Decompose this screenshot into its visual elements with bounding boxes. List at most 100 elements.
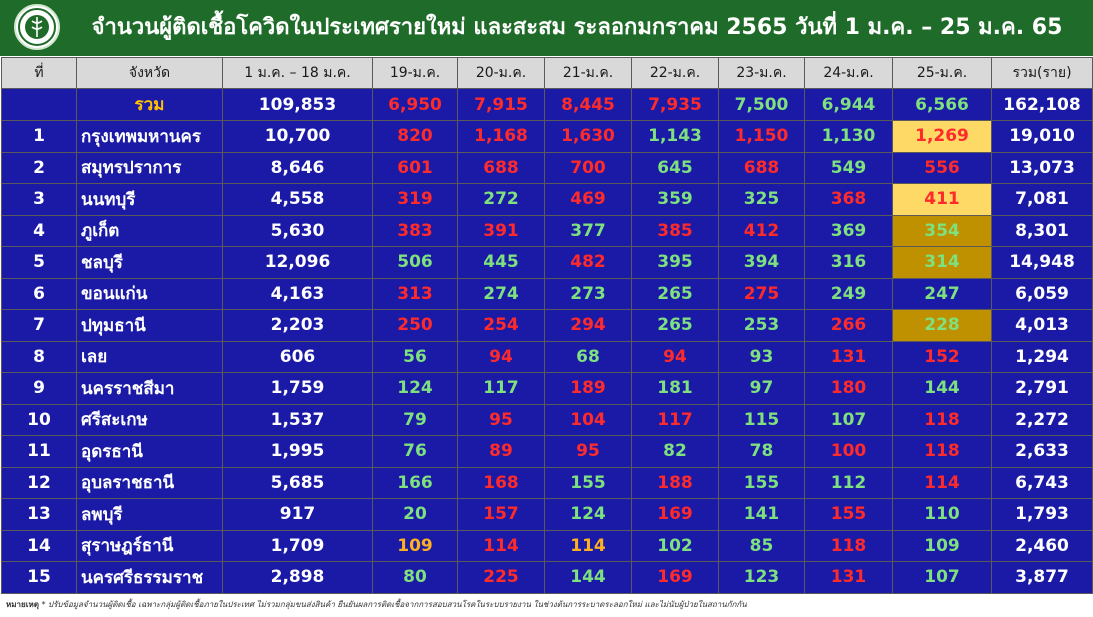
case-count-cell: 469: [544, 183, 632, 216]
case-count-cell: 394: [718, 246, 805, 279]
case-count-cell: 107: [892, 561, 992, 594]
case-count-cell: 354: [892, 214, 992, 247]
case-count-cell: 188: [631, 466, 719, 499]
case-count-cell: 85: [718, 529, 805, 562]
case-count-cell: 4,558: [222, 183, 373, 216]
row-total-cell: 8,301: [991, 214, 1093, 247]
case-count-cell: 10,700: [222, 120, 373, 153]
total-value-cell: 6,566: [892, 88, 992, 121]
row-number-cell: 4: [1, 214, 77, 247]
row-number-cell: 5: [1, 246, 77, 279]
case-count-cell: 102: [631, 529, 719, 562]
row-total-cell: 2,633: [991, 435, 1093, 468]
case-count-cell: 114: [544, 529, 632, 562]
table-row: 15 นครศรีธรรมราช 2,898 80 225 144 169 123 131 107…: [1, 561, 1093, 594]
row-number-cell: 1: [1, 120, 77, 153]
header-row: ที่ จังหวัด 1 ม.ค. – 18 ม.ค. 19-ม.ค. 20-…: [1, 57, 1093, 89]
case-count-cell: 645: [631, 151, 719, 184]
case-count-cell: 265: [631, 277, 719, 310]
footnote-label: หมายเหตุ: [6, 600, 39, 609]
case-count-cell: 313: [372, 277, 458, 310]
table-row: 7 ปทุมธานี 2,203 250 254 294 265 253 266 228 4,013: [1, 309, 1093, 342]
case-count-cell: 114: [457, 529, 545, 562]
case-count-cell: 107: [804, 403, 893, 436]
case-count-cell: 556: [892, 151, 992, 184]
case-count-cell: 94: [457, 340, 545, 373]
case-count-cell: 169: [631, 498, 719, 531]
case-count-cell: 411: [892, 183, 992, 216]
table-row: 4 ภูเก็ต 5,630 383 391 377 385 412 369 354 8,301: [1, 214, 1093, 247]
case-count-cell: 688: [718, 151, 805, 184]
row-number-cell: 15: [1, 561, 77, 594]
row-total-cell: 19,010: [991, 120, 1093, 153]
case-count-cell: 274: [457, 277, 545, 310]
case-count-cell: 272: [457, 183, 545, 216]
case-count-cell: 377: [544, 214, 632, 247]
province-name-cell: สุราษฎร์ธานี: [76, 529, 223, 562]
case-count-cell: 8,646: [222, 151, 373, 184]
case-count-cell: 100: [804, 435, 893, 468]
province-name-cell: เลย: [76, 340, 223, 373]
case-count-cell: 391: [457, 214, 545, 247]
total-value-cell: 7,500: [718, 88, 805, 121]
province-name-cell: กรุงเทพมหานคร: [76, 120, 223, 153]
case-count-cell: 506: [372, 246, 458, 279]
case-count-cell: 316: [804, 246, 893, 279]
row-number-cell: 10: [1, 403, 77, 436]
case-count-cell: 56: [372, 340, 458, 373]
case-count-cell: 89: [457, 435, 545, 468]
row-number-cell: 13: [1, 498, 77, 531]
case-count-cell: 155: [804, 498, 893, 531]
case-count-cell: 157: [457, 498, 545, 531]
case-count-cell: 254: [457, 309, 545, 342]
case-count-cell: 1,537: [222, 403, 373, 436]
case-count-cell: 294: [544, 309, 632, 342]
case-count-cell: 124: [372, 372, 458, 405]
column-header-day: 20-ม.ค.: [457, 57, 545, 89]
case-count-cell: 155: [718, 466, 805, 499]
case-count-cell: 180: [804, 372, 893, 405]
row-total-cell: 4,013: [991, 309, 1093, 342]
row-total-cell: 6,059: [991, 277, 1093, 310]
case-count-cell: 2,898: [222, 561, 373, 594]
case-count-cell: 5,630: [222, 214, 373, 247]
row-total-cell: 2,460: [991, 529, 1093, 562]
case-count-cell: 189: [544, 372, 632, 405]
case-count-cell: 247: [892, 277, 992, 310]
case-count-cell: 118: [804, 529, 893, 562]
table-row: 10 ศรีสะเกษ 1,537 79 95 104 117 115 107 118 2,272: [1, 403, 1093, 436]
table-row: 12 อุบลราชธานี 5,685 166 168 155 188 155 112 114 6…: [1, 466, 1093, 499]
row-total-cell: 2,791: [991, 372, 1093, 405]
case-count-cell: 5,685: [222, 466, 373, 499]
case-count-cell: 104: [544, 403, 632, 436]
total-row: รวม 109,853 6,950 7,915 8,445 7,935 7,50…: [1, 88, 1093, 121]
row-number-cell: 7: [1, 309, 77, 342]
case-count-cell: 94: [631, 340, 719, 373]
footnote-text: * ปรับข้อมูลจำนวนผู้ติดเชื้อ เฉพาะกลุ่มผ…: [41, 600, 747, 609]
row-number-cell: 14: [1, 529, 77, 562]
case-count-cell: 144: [892, 372, 992, 405]
case-count-cell: 266: [804, 309, 893, 342]
case-count-cell: 385: [631, 214, 719, 247]
column-header-day: 23-ม.ค.: [718, 57, 805, 89]
table-row: 1 กรุงเทพมหานคร 10,700 820 1,168 1,630 1,143 1,…: [1, 120, 1093, 153]
title-bar: จำนวนผู้ติดเชื้อโควิดในประเทศรายใหม่ และ…: [0, 0, 1093, 56]
case-count-cell: 249: [804, 277, 893, 310]
row-total-cell: 1,294: [991, 340, 1093, 373]
province-name-cell: ศรีสะเกษ: [76, 403, 223, 436]
province-name-cell: ภูเก็ต: [76, 214, 223, 247]
row-total-cell: 3,877: [991, 561, 1093, 594]
total-value-cell: 109,853: [222, 88, 373, 121]
row-number-cell: 2: [1, 151, 77, 184]
row-total-cell: 7,081: [991, 183, 1093, 216]
case-count-cell: 4,163: [222, 277, 373, 310]
table-row: 5 ชลบุรี 12,096 506 445 482 395 394 316 314 14,948: [1, 246, 1093, 279]
case-count-cell: 228: [892, 309, 992, 342]
case-count-cell: 152: [892, 340, 992, 373]
column-header-day: 25-ม.ค.: [892, 57, 992, 89]
case-count-cell: 482: [544, 246, 632, 279]
case-count-cell: 114: [892, 466, 992, 499]
total-value-cell: 8,445: [544, 88, 632, 121]
case-count-cell: 445: [457, 246, 545, 279]
case-count-cell: 412: [718, 214, 805, 247]
